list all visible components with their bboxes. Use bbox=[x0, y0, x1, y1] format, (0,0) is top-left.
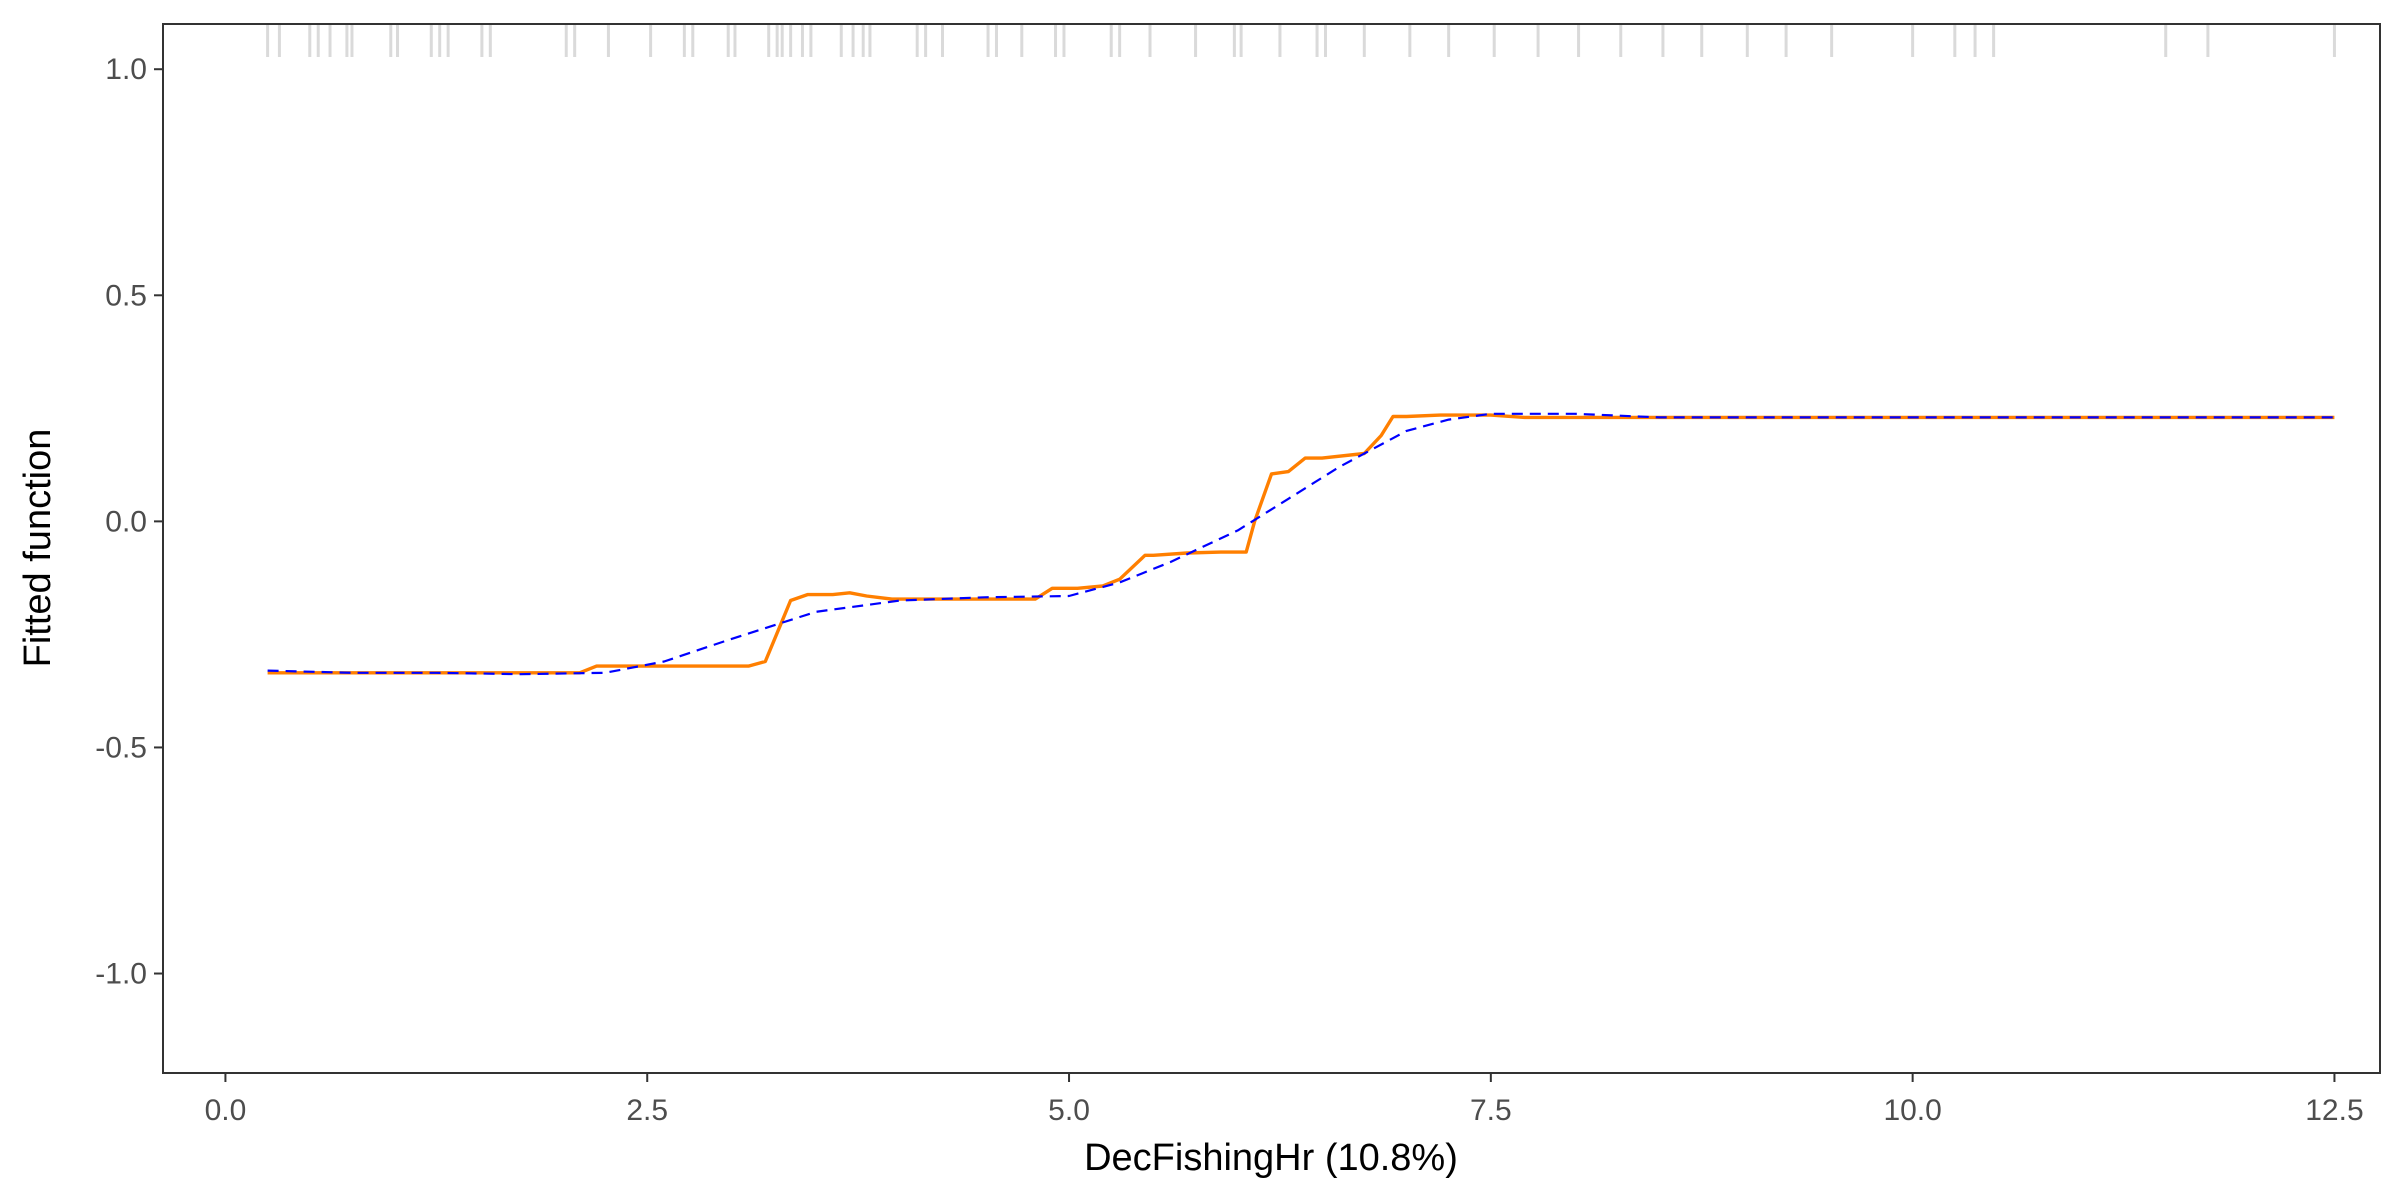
plot-panel-border bbox=[162, 23, 2381, 1074]
smoothed-fit-line bbox=[267, 412, 2335, 676]
x-tick-label: 2.5 bbox=[626, 1094, 668, 1127]
x-tick-label: 12.5 bbox=[2305, 1094, 2363, 1127]
y-tick-label: -1.0 bbox=[95, 958, 147, 991]
x-axis-title: DecFishingHr (10.8%) bbox=[1084, 1137, 1458, 1179]
y-axis-title: Fitted function bbox=[17, 429, 59, 668]
y-tick-label: 1.0 bbox=[105, 53, 147, 86]
y-tick-label: 0.5 bbox=[105, 279, 147, 312]
x-tick-label: 0.0 bbox=[205, 1094, 247, 1127]
fitted-function-line bbox=[267, 413, 2335, 675]
x-axis: 0.0 2.5 5.0 7.5 10.0 12.5 bbox=[205, 1073, 2364, 1127]
y-axis: -1.0 -0.5 0.0 0.5 1.0 bbox=[95, 53, 163, 991]
y-tick-label: -0.5 bbox=[95, 731, 147, 764]
x-tick-label: 7.5 bbox=[1470, 1094, 1512, 1127]
x-tick-label: 10.0 bbox=[1883, 1094, 1941, 1127]
series-lines bbox=[267, 412, 2335, 676]
x-tick-label: 5.0 bbox=[1048, 1094, 1090, 1127]
y-tick-label: 0.0 bbox=[105, 505, 147, 538]
rug-marks bbox=[266, 25, 2336, 57]
